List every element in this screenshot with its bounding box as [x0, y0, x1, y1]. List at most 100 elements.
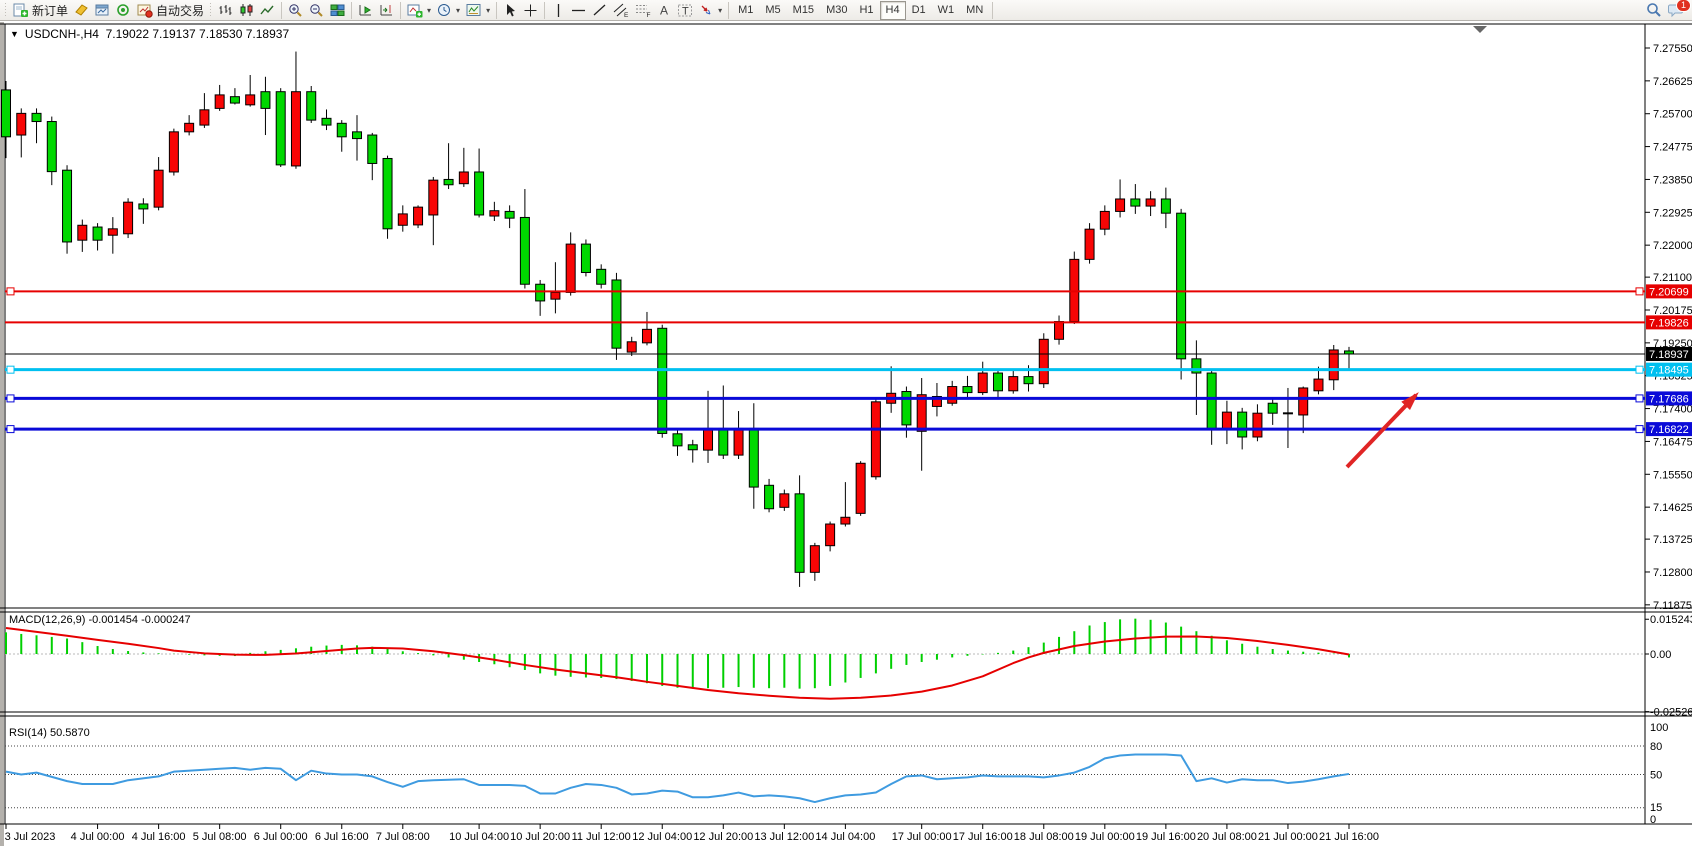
price-axis-tick-label: 7.26625: [1653, 76, 1692, 88]
text-icon: A: [660, 4, 668, 18]
text-label-tool-button[interactable]: T: [674, 1, 696, 20]
charts-window-button[interactable]: [92, 1, 113, 20]
price-line-badge: [1646, 284, 1692, 299]
candle-down: [1267, 402, 1278, 414]
timeframe-button-m30[interactable]: M30: [820, 1, 853, 20]
arrow-annotation[interactable]: [1345, 392, 1419, 469]
price-line-badge-label: 7.18495: [1649, 365, 1689, 377]
chart-canvas[interactable]: 7.27550 7.26625 7.25700 7.24775 7.23850 7.229…: [0, 22, 1692, 846]
notifications-button[interactable]: 1: [1665, 0, 1691, 20]
candle-down: [1023, 376, 1034, 385]
horizontal-line-tool-button[interactable]: [568, 1, 589, 20]
price-axis-tick-label: 7.14625: [1653, 502, 1692, 514]
styles-button[interactable]: [71, 1, 92, 20]
candle-down: [1160, 198, 1171, 214]
time-axis-label: 4 Jul 16:00: [132, 831, 186, 843]
candle-down: [748, 427, 759, 488]
time-axis-label: 11 Jul 12:00: [572, 831, 631, 843]
line-handle[interactable]: [6, 394, 15, 403]
bar-chart-mode-button[interactable]: [215, 1, 236, 20]
price-axis-tick-label: 7.22925: [1653, 207, 1692, 219]
time-axis-label: 20 Jul 08:00: [1197, 831, 1257, 843]
chart-symbol-period: USDCNH-,H4: [24, 27, 99, 41]
line-handle[interactable]: [6, 365, 15, 374]
candle-down: [901, 391, 912, 426]
chart-menu-arrow-icon[interactable]: ▼: [10, 29, 19, 39]
periods-button[interactable]: ▾: [434, 1, 463, 20]
timeframe-button-d1[interactable]: D1: [906, 1, 932, 20]
line-handle[interactable]: [1635, 394, 1644, 403]
candlestick-icon: [240, 4, 253, 16]
tile-windows-button[interactable]: [327, 1, 348, 20]
candle-down: [672, 433, 683, 447]
text-tool-button[interactable]: A: [654, 1, 674, 20]
search-icon: [1647, 3, 1661, 17]
line-handle[interactable]: [1635, 425, 1644, 434]
candle-down: [62, 169, 73, 243]
crosshair-tool-button[interactable]: [520, 1, 541, 20]
cursor-tool-button[interactable]: [500, 1, 520, 20]
notification-badge: 1: [1676, 0, 1691, 12]
candle-up: [779, 493, 790, 508]
candlestick-mode-button[interactable]: [236, 1, 257, 20]
candle-up: [1038, 338, 1049, 385]
trendline-tool-button[interactable]: [589, 1, 610, 20]
templates-button[interactable]: ▾: [463, 1, 493, 20]
timeframe-button-h1[interactable]: H1: [853, 1, 879, 20]
rsi-indicator-label: RSI(14) 50.5870: [9, 727, 90, 739]
candle-up: [565, 243, 576, 293]
chart-shift-button[interactable]: [376, 1, 397, 20]
dropdown-caret-icon: ▾: [486, 5, 491, 15]
price-axis-tick-label: 7.21100: [1653, 272, 1692, 284]
candle-up: [214, 94, 225, 109]
candle-down: [367, 134, 378, 164]
zoom-out-button[interactable]: [306, 1, 327, 20]
time-axis-label: 21 Jul 16:00: [1319, 831, 1379, 843]
candle-down: [260, 91, 271, 109]
time-axis-label: 13 Jul 12:00: [754, 831, 814, 843]
arrows-tool-button[interactable]: ▾: [696, 1, 725, 20]
candle-down: [336, 122, 347, 138]
candle-up: [123, 201, 134, 235]
candle-up: [1115, 198, 1126, 212]
candle-down: [1237, 411, 1248, 438]
price-axis-tick-label: 7.17400: [1653, 404, 1692, 416]
timeframe-button-mn[interactable]: MN: [960, 1, 989, 20]
auto-scroll-button[interactable]: [355, 1, 376, 20]
price-axis-tick-label: 7.20175: [1653, 305, 1692, 317]
zoom-in-button[interactable]: [285, 1, 306, 20]
time-axis-label: 6 Jul 16:00: [315, 831, 369, 843]
macd-axis: 0.015243 0.00 -0.025267: [1645, 614, 1692, 719]
line-handle[interactable]: [1635, 287, 1644, 296]
vertical-line-tool-button[interactable]: [548, 1, 568, 20]
line-handle[interactable]: [6, 287, 15, 296]
time-axis-label: 5 Jul 08:00: [193, 831, 247, 843]
candle-down: [687, 444, 698, 451]
toolbar-separator: [496, 1, 498, 19]
search-button[interactable]: [1643, 1, 1665, 20]
candle-up: [855, 462, 866, 514]
candle-down: [352, 131, 363, 140]
indicators-button[interactable]: ▾: [404, 1, 434, 20]
zoom-out-icon: [310, 3, 323, 17]
svg-text:E: E: [624, 12, 629, 18]
timeframe-button-m1[interactable]: M1: [732, 1, 759, 20]
new-order-button[interactable]: 新订单: [10, 1, 71, 20]
signals-button[interactable]: [113, 1, 134, 20]
time-axis-label: 10 Jul 20:00: [510, 831, 570, 843]
rsi-axis-label: 100: [1650, 722, 1668, 734]
text-label-icon: T: [678, 4, 693, 17]
autotrading-button[interactable]: 自动交易: [134, 1, 207, 20]
line-chart-mode-button[interactable]: [257, 1, 278, 20]
equidistant-channel-tool-button[interactable]: E: [610, 1, 632, 20]
line-handle[interactable]: [1635, 365, 1644, 374]
timeframe-button-m5[interactable]: M5: [759, 1, 786, 20]
chart-shift-marker[interactable]: [1473, 26, 1487, 33]
time-axis-label: 14 Jul 04:00: [815, 831, 875, 843]
fibonacci-tool-button[interactable]: F: [632, 1, 654, 20]
timeframe-button-w1[interactable]: W1: [932, 1, 961, 20]
line-handle[interactable]: [6, 425, 15, 434]
timeframe-button-m15[interactable]: M15: [787, 1, 820, 20]
timeframe-button-h4[interactable]: H4: [879, 0, 906, 20]
macd-panel: [5, 618, 1645, 700]
